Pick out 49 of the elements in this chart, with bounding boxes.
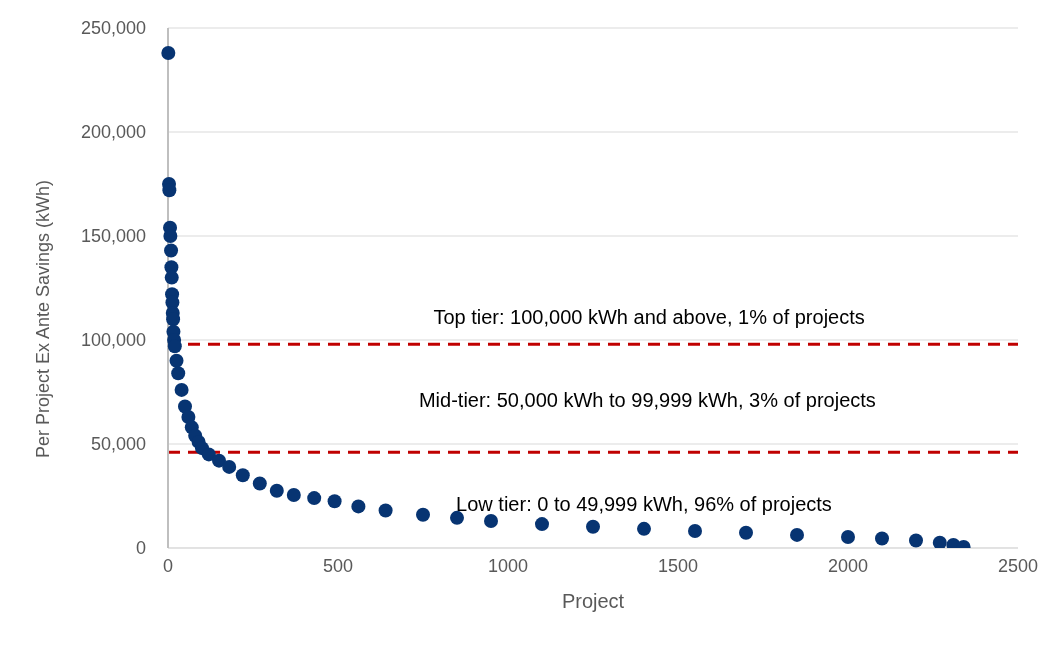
- point: [235, 468, 250, 483]
- x-tick-label: 500: [322, 556, 354, 576]
- annotation: Low tier: 0 to 49,999 kWh, 96% of projects: [456, 493, 832, 516]
- y-tick-label: 100,000: [80, 330, 146, 351]
- point: [212, 453, 226, 468]
- y-tick-label: 250,000: [80, 18, 146, 39]
- y-tick-label: 150,000: [80, 226, 146, 247]
- point: [163, 229, 178, 243]
- point: [351, 499, 366, 514]
- x-tick-label: 2000: [827, 556, 869, 576]
- y-tick-label: 200,000: [80, 122, 146, 143]
- point: [161, 45, 176, 60]
- point: [252, 476, 267, 491]
- point: [174, 382, 189, 397]
- point: [484, 513, 498, 528]
- point: [790, 527, 804, 542]
- annotation: Top tier: 100,000 kWh and above, 1% of projects: [433, 306, 865, 329]
- point: [201, 447, 216, 462]
- point: [841, 529, 855, 544]
- point: [286, 487, 301, 502]
- point: [932, 535, 947, 548]
- y-tick-label: 0: [135, 538, 146, 559]
- y-tick-label: 50,000: [90, 434, 146, 455]
- point: [327, 494, 342, 509]
- point: [909, 533, 923, 548]
- point: [875, 531, 889, 546]
- point: [739, 525, 753, 540]
- point: [586, 519, 600, 534]
- x-tick-label: 2500: [997, 556, 1039, 576]
- annotation: Mid-tier: 50,000 kWh to 99,999 kWh, 3% of projects: [418, 389, 876, 412]
- x-tick-label: 1000: [487, 556, 529, 576]
- point: [450, 510, 464, 525]
- y-axis-title: Per Project Ex Ante Savings (kWh): [33, 179, 54, 458]
- point: [169, 353, 184, 368]
- point: [378, 503, 393, 518]
- point: [307, 491, 322, 506]
- point: [171, 366, 186, 381]
- point: [164, 270, 179, 285]
- point: [269, 483, 284, 498]
- point: [167, 339, 182, 354]
- x-tick-label: 1500: [657, 556, 699, 576]
- point: [535, 517, 549, 532]
- point: [222, 459, 237, 474]
- point: [164, 243, 179, 258]
- x-axis-title: Project: [561, 590, 625, 612]
- point: [688, 523, 702, 538]
- point: [416, 507, 430, 522]
- x-tick-label: 0: [162, 556, 174, 576]
- point: [637, 521, 651, 536]
